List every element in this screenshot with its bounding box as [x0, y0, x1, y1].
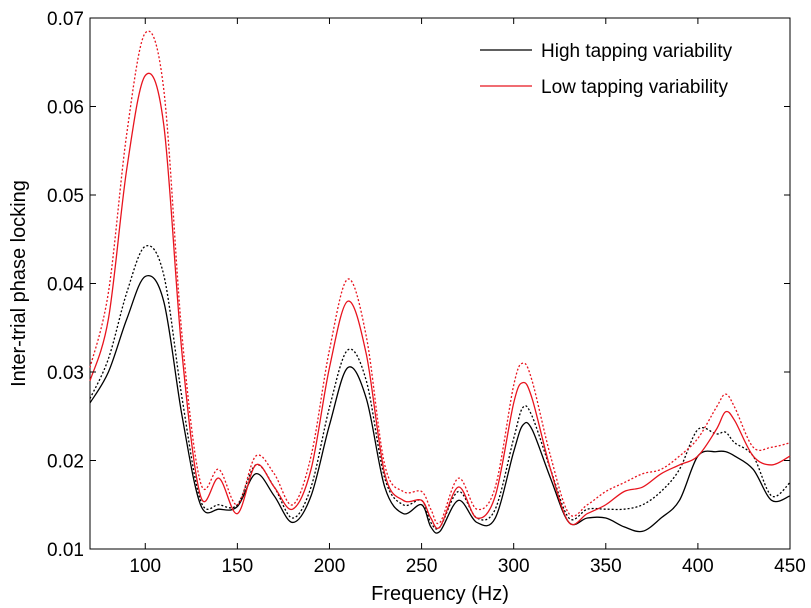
x-tick-label: 200 — [314, 556, 346, 577]
x-tick-label: 100 — [129, 556, 161, 577]
plot-area: 100 150 200 250 300 350 400 450 0.010.020.030.0… — [47, 9, 806, 577]
y-tick-label: 0.02 — [47, 452, 84, 473]
y-tick-label: 0.01 — [47, 540, 84, 561]
series-line-0 — [89, 275, 791, 534]
y-axis-label: Inter-trial phase locking — [8, 180, 30, 387]
y-tick-label: 0.04 — [47, 275, 84, 296]
x-tick-label: 350 — [590, 556, 622, 577]
x-tick-label: 400 — [682, 556, 714, 577]
legend-label-low: Low tapping variability — [541, 77, 728, 98]
y-ticks: 0.01 0.02 0.03 0.04 0.05 0.06 0.07 — [47, 9, 790, 561]
x-tick-label: 250 — [406, 556, 438, 577]
series-line-3 — [89, 30, 791, 525]
series-line-2 — [89, 72, 791, 529]
legend: High tapping variability Low tapping var… — [480, 41, 733, 98]
y-tick-label: 0.06 — [47, 98, 84, 119]
x-tick-label: 150 — [222, 556, 254, 577]
x-tick-label: 450 — [774, 556, 806, 577]
series-layer — [89, 30, 791, 534]
y-tick-label: 0.05 — [47, 186, 84, 207]
x-axis-label: Frequency (Hz) — [371, 583, 509, 605]
x-tick-label: 300 — [498, 556, 530, 577]
x-ticks: 100 150 200 250 300 350 400 450 — [129, 18, 806, 577]
legend-label-high: High tapping variability — [541, 41, 733, 62]
y-tick-label: 0.03 — [47, 363, 84, 384]
y-tick-label: 0.07 — [47, 9, 84, 30]
